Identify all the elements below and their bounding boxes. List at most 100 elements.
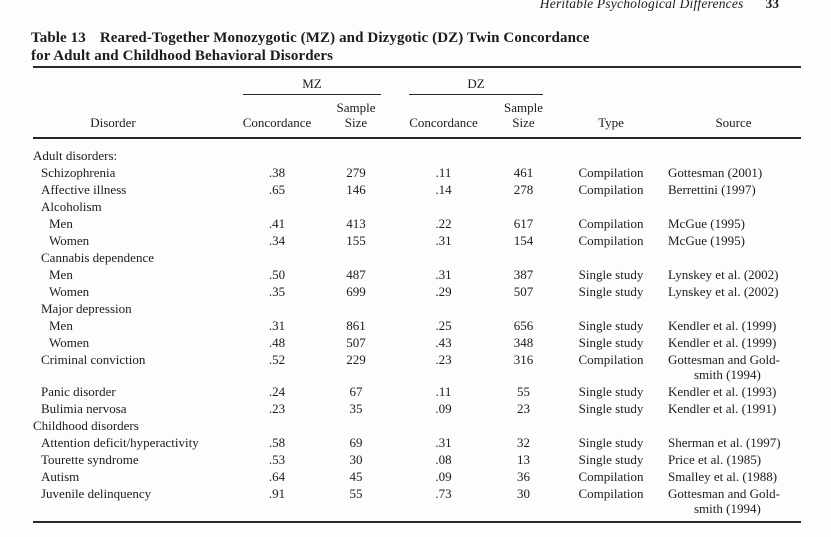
header-dz-concordance: Concordance (396, 96, 491, 139)
mz-concordance-cell: .35 (268, 284, 286, 299)
dz-sample-size-cell: 507 (513, 284, 534, 299)
dz-sample-size-cell: 30 (517, 486, 530, 501)
disorder-cell: Cannabis dependence (41, 250, 154, 265)
dz-concordance-cell: .14 (435, 182, 452, 197)
dz-concordance-cell: .31 (435, 435, 452, 450)
table-body: Adult disorders: Schizophrenia .38 279 .… (33, 138, 801, 522)
table-row: Men .41 413 .22 617 Compilation McGue (1… (33, 215, 801, 232)
source-cell (666, 198, 801, 215)
mz-concordance-cell: .91 (268, 486, 286, 501)
mz-sample-size-cell: 30 (349, 452, 363, 467)
type-cell: Single study (578, 284, 644, 299)
source-cell: Kendler et al. (1993) (668, 384, 777, 399)
dz-sample-size-cell (491, 300, 556, 317)
mz-sample-size-cell: 861 (346, 318, 366, 333)
table-row: Cannabis dependence (33, 249, 801, 266)
dz-concordance-cell: .11 (435, 165, 452, 180)
dz-sample-size-cell: 316 (513, 352, 534, 367)
source-cell (666, 417, 801, 434)
header-mz-concordance: Concordance (238, 96, 316, 139)
source-cell: Kendler et al. (1999) (668, 318, 777, 333)
disorder-cell: Women (49, 284, 90, 299)
header-dz-sample-size: Sample Size (491, 96, 556, 139)
disorder-cell: Childhood disorders (33, 418, 139, 433)
source-cell: McGue (1995) (668, 233, 745, 248)
dz-concordance-cell: .09 (435, 401, 452, 416)
dz-concordance-cell: .23 (435, 352, 452, 367)
mz-concordance-cell: .58 (268, 435, 286, 450)
mz-sample-size-cell (316, 198, 396, 215)
source-cell (666, 300, 801, 317)
dz-sample-size-cell: 617 (513, 216, 534, 231)
dz-concordance-cell: .11 (435, 384, 452, 399)
dz-sample-size-cell: 55 (517, 384, 530, 399)
dz-sample-size-cell: 23 (517, 401, 530, 416)
mz-sample-size-cell: 55 (349, 486, 363, 501)
table-row: Criminal conviction .52 229 .23 316 Comp… (33, 351, 801, 383)
type-cell: Compilation (578, 182, 644, 197)
mz-concordance-cell: .34 (268, 233, 286, 248)
page-number: 33 (765, 0, 780, 11)
type-cell: Compilation (578, 352, 644, 367)
source-cell: McGue (1995) (668, 216, 745, 231)
mz-sample-size-cell: 155 (346, 233, 366, 248)
table-row: Bulimia nervosa .23 35 .09 23 Single stu… (33, 400, 801, 417)
dz-sample-size-cell: 278 (513, 182, 534, 197)
type-cell (556, 417, 666, 434)
disorder-cell: Criminal conviction (41, 352, 146, 367)
header-type: Type (556, 96, 666, 139)
dz-concordance-cell (396, 300, 491, 317)
dz-concordance-cell (396, 138, 491, 164)
disorder-cell: Affective illness (41, 182, 127, 197)
source-cell: Gottesman (2001) (668, 165, 763, 180)
mz-group-label: MZ (243, 76, 381, 95)
type-cell: Compilation (578, 233, 644, 248)
table-title-line2: for Adult and Childhood Behavioral Disor… (31, 48, 334, 64)
table-row: Childhood disorders (33, 417, 801, 434)
dz-group-header: DZ (396, 67, 556, 96)
mz-concordance-cell: .52 (268, 352, 286, 367)
dz-sample-size-cell: 13 (517, 452, 530, 467)
type-cell (556, 300, 666, 317)
table-row: Women .48 507 .43 348 Single study Kendl… (33, 334, 801, 351)
source-cell (666, 249, 801, 266)
dz-concordance-cell: .31 (435, 233, 452, 248)
mz-concordance-cell: .50 (268, 267, 286, 282)
table-row: Schizophrenia .38 279 .11 461 Compilatio… (33, 164, 801, 181)
dz-concordance-cell (396, 417, 491, 434)
type-cell: Single study (578, 335, 644, 350)
table-row: Adult disorders: (33, 138, 801, 164)
type-cell: Single study (578, 452, 644, 467)
dz-sample-size-cell: 36 (517, 469, 530, 484)
disorder-cell: Autism (41, 469, 80, 484)
disorder-cell: Attention deficit/hyperactivity (41, 435, 199, 450)
disorder-cell: Alcoholism (41, 199, 102, 214)
source-cell: Berrettini (1997) (668, 182, 756, 197)
dz-concordance-cell: .29 (435, 284, 452, 299)
table-row: Women .34 155 .31 154 Compilation McGue … (33, 232, 801, 249)
table-row: Women .35 699 .29 507 Single study Lynsk… (33, 283, 801, 300)
table-label: Table 13 (31, 30, 86, 46)
dz-concordance-cell: .25 (435, 318, 452, 333)
mz-group-header: MZ (238, 67, 396, 96)
mz-sample-size-cell: 279 (346, 165, 366, 180)
source-cell: Lynskey et al. (2002) (668, 267, 779, 282)
dz-sample-size-cell: 387 (513, 267, 534, 282)
running-head: Heritable Psychological Differences 33 (540, 0, 779, 12)
type-cell: Compilation (578, 216, 644, 231)
mz-concordance-cell: .24 (268, 384, 286, 399)
table-row: Alcoholism (33, 198, 801, 215)
disorder-cell: Juvenile delinquency (41, 486, 152, 501)
mz-sample-size-cell: 413 (346, 216, 366, 231)
mz-sample-size-cell: 45 (349, 469, 363, 484)
table-caption-line1: Table 13 Reared-Together Monozygotic (MZ)… (31, 29, 801, 47)
dz-concordance-cell (396, 249, 491, 266)
mz-sample-size-cell (316, 249, 396, 266)
header-disorder: Disorder (33, 96, 238, 139)
mz-sample-size-cell: 699 (346, 284, 366, 299)
disorder-cell: Men (49, 267, 73, 282)
disorder-cell: Schizophrenia (41, 165, 116, 180)
disorder-cell: Adult disorders: (33, 148, 118, 163)
mz-concordance-cell: .48 (268, 335, 286, 350)
dz-sample-size-cell: 348 (513, 335, 534, 350)
